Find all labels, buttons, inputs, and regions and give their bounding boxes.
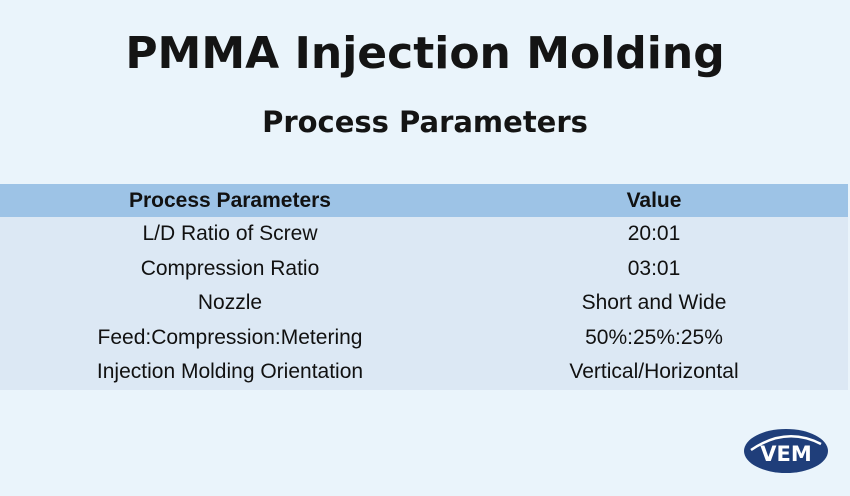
- logo-ellipse: [744, 429, 828, 473]
- vem-logo: VEM: [744, 429, 828, 473]
- value-cell: 03:01: [627, 256, 681, 280]
- table-row: L/D Ratio of Screw 20:01: [0, 217, 848, 252]
- table-header-row: Process Parameters Value: [0, 184, 848, 217]
- param-cell: Nozzle: [197, 291, 263, 315]
- param-cell: Feed:Compression:Metering: [97, 325, 363, 349]
- header-process-parameters: Process Parameters: [129, 188, 331, 212]
- page-title: PMMA Injection Molding: [125, 28, 725, 79]
- value-cell: 50%:25%:25%: [585, 325, 723, 349]
- param-cell: Injection Molding Orientation: [96, 360, 364, 384]
- table-row: Compression Ratio 03:01: [0, 251, 848, 286]
- param-cell: Compression Ratio: [140, 256, 320, 280]
- table-row: Nozzle Short and Wide: [0, 286, 848, 321]
- header-value: Value: [626, 188, 682, 212]
- table-row: Feed:Compression:Metering 50%:25%:25%: [0, 320, 848, 355]
- table-row: Injection Molding Orientation Vertical/H…: [0, 355, 848, 390]
- value-cell: 20:01: [627, 222, 681, 246]
- value-cell: Short and Wide: [581, 291, 727, 315]
- logo-text: VEM: [760, 442, 812, 466]
- logo-swoosh: [750, 435, 822, 452]
- page-subtitle: Process Parameters: [262, 105, 588, 139]
- parameters-table: Process Parameters Value L/D Ratio of Sc…: [0, 184, 848, 390]
- param-cell: L/D Ratio of Screw: [142, 222, 318, 246]
- value-cell: Vertical/Horizontal: [569, 360, 739, 384]
